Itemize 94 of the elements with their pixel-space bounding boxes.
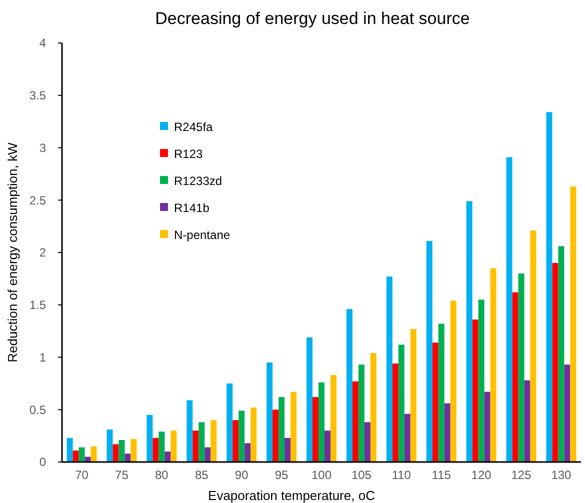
bar: [290, 392, 297, 462]
x-tick-label: 95: [274, 468, 289, 482]
bar: [364, 422, 370, 462]
bar: [238, 410, 245, 462]
bar: [250, 408, 257, 462]
bar: [118, 440, 125, 462]
bar: [78, 447, 85, 462]
bar: [386, 276, 392, 462]
bar: [484, 392, 490, 462]
chart-title: Decreasing of energy used in heat source: [155, 9, 470, 28]
bar: [410, 328, 416, 462]
bar: [186, 400, 193, 462]
bar: [130, 438, 137, 462]
legend-label: R123: [174, 147, 204, 162]
bar: [170, 430, 177, 462]
bar: [564, 364, 570, 462]
x-tick-label: 130: [551, 468, 572, 482]
bar: [272, 410, 279, 462]
bar: [106, 430, 113, 462]
bar: [450, 300, 456, 462]
bar: [358, 364, 364, 462]
bar: [112, 444, 119, 462]
bar: [370, 353, 376, 462]
y-tick-label: 2: [39, 246, 46, 260]
bar: [232, 420, 239, 462]
bar: [244, 443, 251, 462]
bar: [444, 403, 450, 462]
bar: [164, 452, 171, 462]
bar: [226, 383, 233, 462]
legend-label: R141b: [174, 201, 210, 216]
x-tick-label: 100: [311, 468, 332, 482]
bar: [306, 337, 313, 462]
x-tick-label: 90: [234, 468, 249, 482]
legend-label: R1233zd: [174, 174, 222, 188]
bar: [524, 380, 530, 462]
bar: [404, 414, 410, 462]
bar: [198, 422, 205, 462]
bar: [90, 446, 97, 462]
bar: [512, 292, 518, 462]
bar: [324, 430, 330, 462]
bar: [284, 438, 291, 462]
bar: [192, 430, 199, 462]
bar: [466, 201, 472, 462]
bar: [530, 230, 536, 462]
y-tick-label: 0: [39, 455, 46, 470]
x-tick-label: 75: [115, 468, 129, 482]
bar: [66, 438, 73, 462]
bar: [346, 309, 352, 462]
bar: [312, 397, 319, 462]
bar: [438, 324, 444, 462]
x-axis-title: Evaporation temperature, oC: [208, 488, 375, 503]
bar: [146, 414, 153, 462]
y-tick-label: 3.5: [29, 88, 46, 103]
bar: [478, 300, 484, 462]
bar: [392, 364, 398, 462]
bar: [210, 420, 217, 462]
legend-label: R245fa: [174, 120, 214, 134]
x-tick-label: 125: [511, 468, 532, 482]
legend-label: N-pentane: [174, 228, 230, 242]
y-tick-label: 0.5: [29, 402, 46, 417]
bar: [552, 262, 558, 462]
bar: [72, 450, 79, 462]
x-tick-label: 110: [392, 468, 412, 482]
x-tick-label: 105: [351, 468, 372, 482]
bar: [352, 381, 358, 462]
x-tick-label: 120: [471, 468, 492, 482]
x-tick-label: 80: [155, 468, 169, 482]
x-tick-label: 115: [432, 468, 452, 482]
bar: [546, 112, 552, 462]
y-tick-label: 3: [39, 140, 46, 155]
y-tick-label: 2.5: [29, 193, 46, 208]
x-tick-label: 85: [194, 468, 209, 482]
bar: [318, 382, 324, 462]
bar: [278, 397, 285, 462]
x-tick-label: 70: [75, 468, 89, 482]
bar: [124, 454, 131, 462]
bar: [152, 438, 159, 462]
bar: [518, 273, 524, 462]
bar: [204, 447, 211, 462]
bar: [558, 246, 564, 462]
bar: [398, 344, 404, 462]
bar: [266, 362, 273, 462]
bar: [506, 157, 512, 462]
bar: [490, 268, 496, 462]
y-tick-label: 1: [39, 350, 46, 364]
bar: [330, 375, 336, 462]
y-axis-title: Reduction of energy consumption, kW: [5, 142, 20, 362]
bar: [472, 320, 478, 462]
bar: [426, 240, 432, 462]
bar: [158, 432, 165, 462]
y-tick-label: 1.5: [29, 298, 46, 312]
bar: [570, 186, 576, 462]
y-tick-label: 4: [39, 36, 46, 50]
bar: [432, 342, 438, 462]
